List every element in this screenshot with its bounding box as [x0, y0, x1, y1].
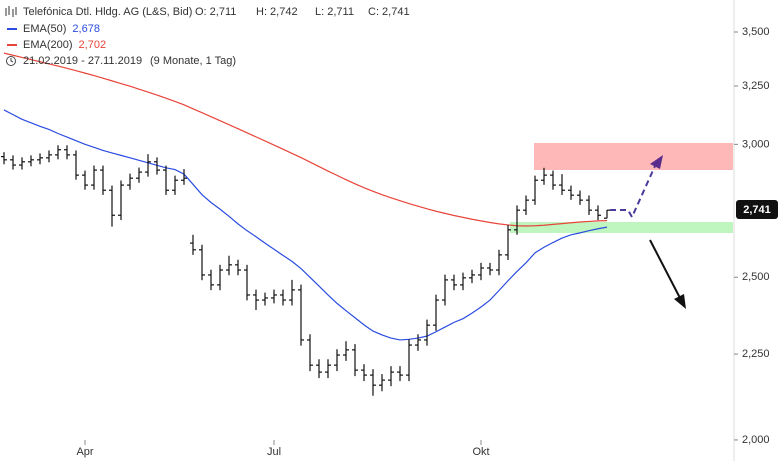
scenario-down: [649, 239, 681, 299]
plot: [1, 52, 610, 396]
ema-line: [3, 109, 608, 341]
legend-label: EMA(200): [23, 39, 73, 51]
quote-open: O: 2,711: [195, 6, 236, 18]
price-tag: 2,741: [743, 204, 771, 216]
y-tick-label: 3,000: [742, 138, 770, 150]
x-tick-label: Okt: [472, 446, 489, 458]
x-tick-label: Apr: [76, 446, 93, 458]
clock-icon: [6, 56, 16, 66]
y-tick-label: 2,000: [742, 434, 770, 446]
header: Telefónica Dtl. Hldg. AG (L&S, Bid) O: 2…: [5, 6, 410, 67]
y-tick-label: 2,250: [742, 348, 770, 360]
ema-line: [3, 52, 608, 227]
zones: [510, 143, 733, 233]
clock-hand: [10, 58, 14, 63]
legend-value: 2,678: [72, 23, 100, 35]
quote-close: C: 2,741: [368, 6, 410, 18]
y-tick-label: 3,250: [742, 80, 770, 92]
period: 21.02.2019 - 27.11.2019: [23, 55, 142, 67]
resistance-zone: [534, 143, 733, 170]
arrow-head: [650, 155, 663, 169]
x-tick-label: Jul: [267, 446, 281, 458]
scenario-up: [610, 165, 656, 220]
annotations: [610, 155, 686, 309]
y-tick-label: 2,500: [742, 271, 770, 283]
y-tick-label: 3,500: [742, 26, 770, 38]
quote-low: L: 2,711: [315, 6, 354, 18]
price-tag-box: [736, 200, 778, 219]
arrow-head: [674, 294, 686, 309]
chart-icon: [5, 6, 17, 17]
legend-label: EMA(50): [23, 23, 66, 35]
period-note: (9 Monate, 1 Tag): [150, 55, 236, 67]
legend-value: 2,702: [79, 39, 107, 51]
support-zone: [510, 222, 733, 233]
quote-high: H: 2,742: [256, 6, 298, 18]
chart-title: Telefónica Dtl. Hldg. AG (L&S, Bid): [23, 6, 192, 18]
